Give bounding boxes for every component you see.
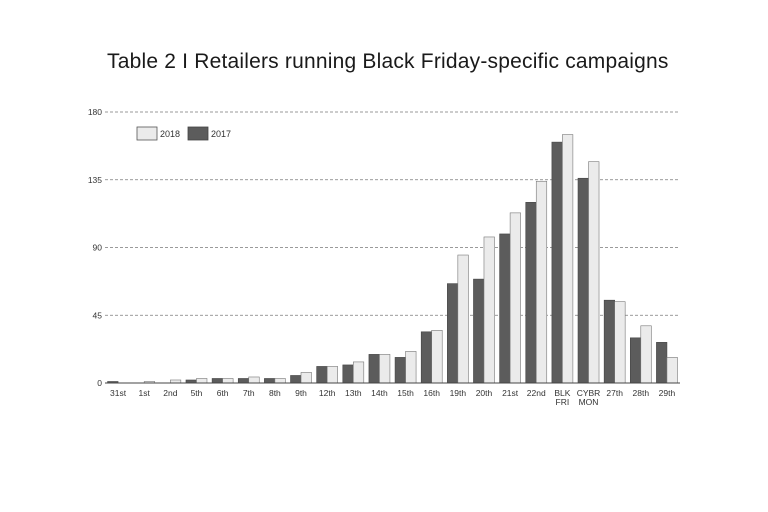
bar-2018-blk-fri — [562, 134, 574, 384]
x-tick-label: 9th — [295, 388, 307, 398]
bar-2017-13th — [342, 364, 354, 384]
bar-2018-27th — [614, 301, 626, 384]
bar-2017-blk-fri — [551, 141, 563, 384]
bar-2018-21st — [509, 212, 521, 384]
x-tick-label: 28th — [633, 388, 650, 398]
x-tick-label: 1st — [139, 388, 151, 398]
x-tick-label: BLK FRI — [554, 388, 570, 407]
x-tick-label: 5th — [191, 388, 203, 398]
x-tick-label: 19th — [450, 388, 467, 398]
bar-2017-20th — [473, 278, 485, 384]
bar-2017-15th — [394, 357, 406, 384]
bar-2017-7th — [237, 378, 250, 384]
bar-2017-21st — [499, 233, 511, 384]
y-tick-labels: 0 45 90 135 180 — [88, 107, 102, 388]
x-tick-label: 16th — [423, 388, 440, 398]
x-tick-label: 22nd — [527, 388, 546, 398]
bar-2018-5th — [196, 378, 208, 384]
x-tick-label: 2nd — [163, 388, 177, 398]
x-tick-label: 29th — [659, 388, 676, 398]
x-tick-label: CYBR MON — [577, 388, 601, 407]
bar-2018-16th — [431, 330, 443, 384]
legend-swatch-2017 — [187, 126, 209, 141]
y-tick-label: 0 — [97, 378, 102, 388]
bar-2018-cybr-mon — [588, 161, 600, 384]
bar-2018-29th — [666, 357, 678, 384]
y-tick-label: 90 — [93, 243, 103, 253]
x-tick-label: 14th — [371, 388, 388, 398]
x-tick-label: 15th — [397, 388, 414, 398]
y-tick-label: 135 — [88, 175, 102, 185]
y-tick-label: 180 — [88, 107, 102, 117]
bar-2017-14th — [368, 354, 380, 384]
x-tick-label: 31st — [110, 388, 127, 398]
x-tick-label: 12th — [319, 388, 336, 398]
x-tick-label: 20th — [476, 388, 493, 398]
bar-2018-8th — [274, 378, 286, 384]
x-tick-label: 21st — [502, 388, 519, 398]
bar-2018-13th — [352, 361, 365, 384]
legend-label-2018: 2018 — [160, 129, 180, 139]
bar-2018-7th — [248, 376, 260, 384]
bar-2018-14th — [379, 354, 391, 384]
bar-2018-22nd — [535, 180, 548, 384]
bar-2018-19th — [457, 254, 469, 384]
x-tick-label: 6th — [217, 388, 229, 398]
legend: 2018 2017 — [136, 126, 231, 141]
bar-2017-9th — [290, 375, 302, 384]
bar-2018-15th — [405, 351, 417, 384]
x-tick-label: 8th — [269, 388, 281, 398]
x-tick-labels: 31st 1st 2nd 5th 6th 7th 8th 9th 12th 13th 14th 15t… — [110, 388, 675, 407]
y-tick-label: 45 — [93, 310, 103, 320]
bars — [107, 134, 678, 384]
bar-2017-29th — [656, 342, 668, 384]
bar-2017-27th — [603, 299, 615, 384]
bar-2017-12th — [316, 366, 328, 384]
gridlines — [105, 111, 680, 316]
bar-2017-cybr-mon — [577, 177, 589, 384]
bar-2018-9th — [300, 372, 312, 384]
bar-2017-28th — [629, 337, 642, 384]
bar-2017-16th — [420, 331, 433, 384]
bar-2017-22nd — [525, 202, 537, 384]
bar-2018-20th — [483, 236, 495, 384]
chart-title: Table 2 I Retailers running Black Friday… — [107, 50, 669, 73]
bar-2017-19th — [447, 283, 459, 384]
bar-2017-8th — [264, 378, 276, 384]
bar-2018-6th — [222, 378, 234, 384]
x-tick-label: 27th — [606, 388, 623, 398]
x-tick-label: 7th — [243, 388, 255, 398]
x-tick-label: 13th — [345, 388, 362, 398]
bar-2018-12th — [326, 366, 338, 384]
bar-2018-28th — [640, 325, 652, 384]
legend-label-2017: 2017 — [211, 129, 231, 139]
bar-2017-6th — [211, 378, 223, 384]
legend-swatch-2018 — [136, 126, 158, 141]
